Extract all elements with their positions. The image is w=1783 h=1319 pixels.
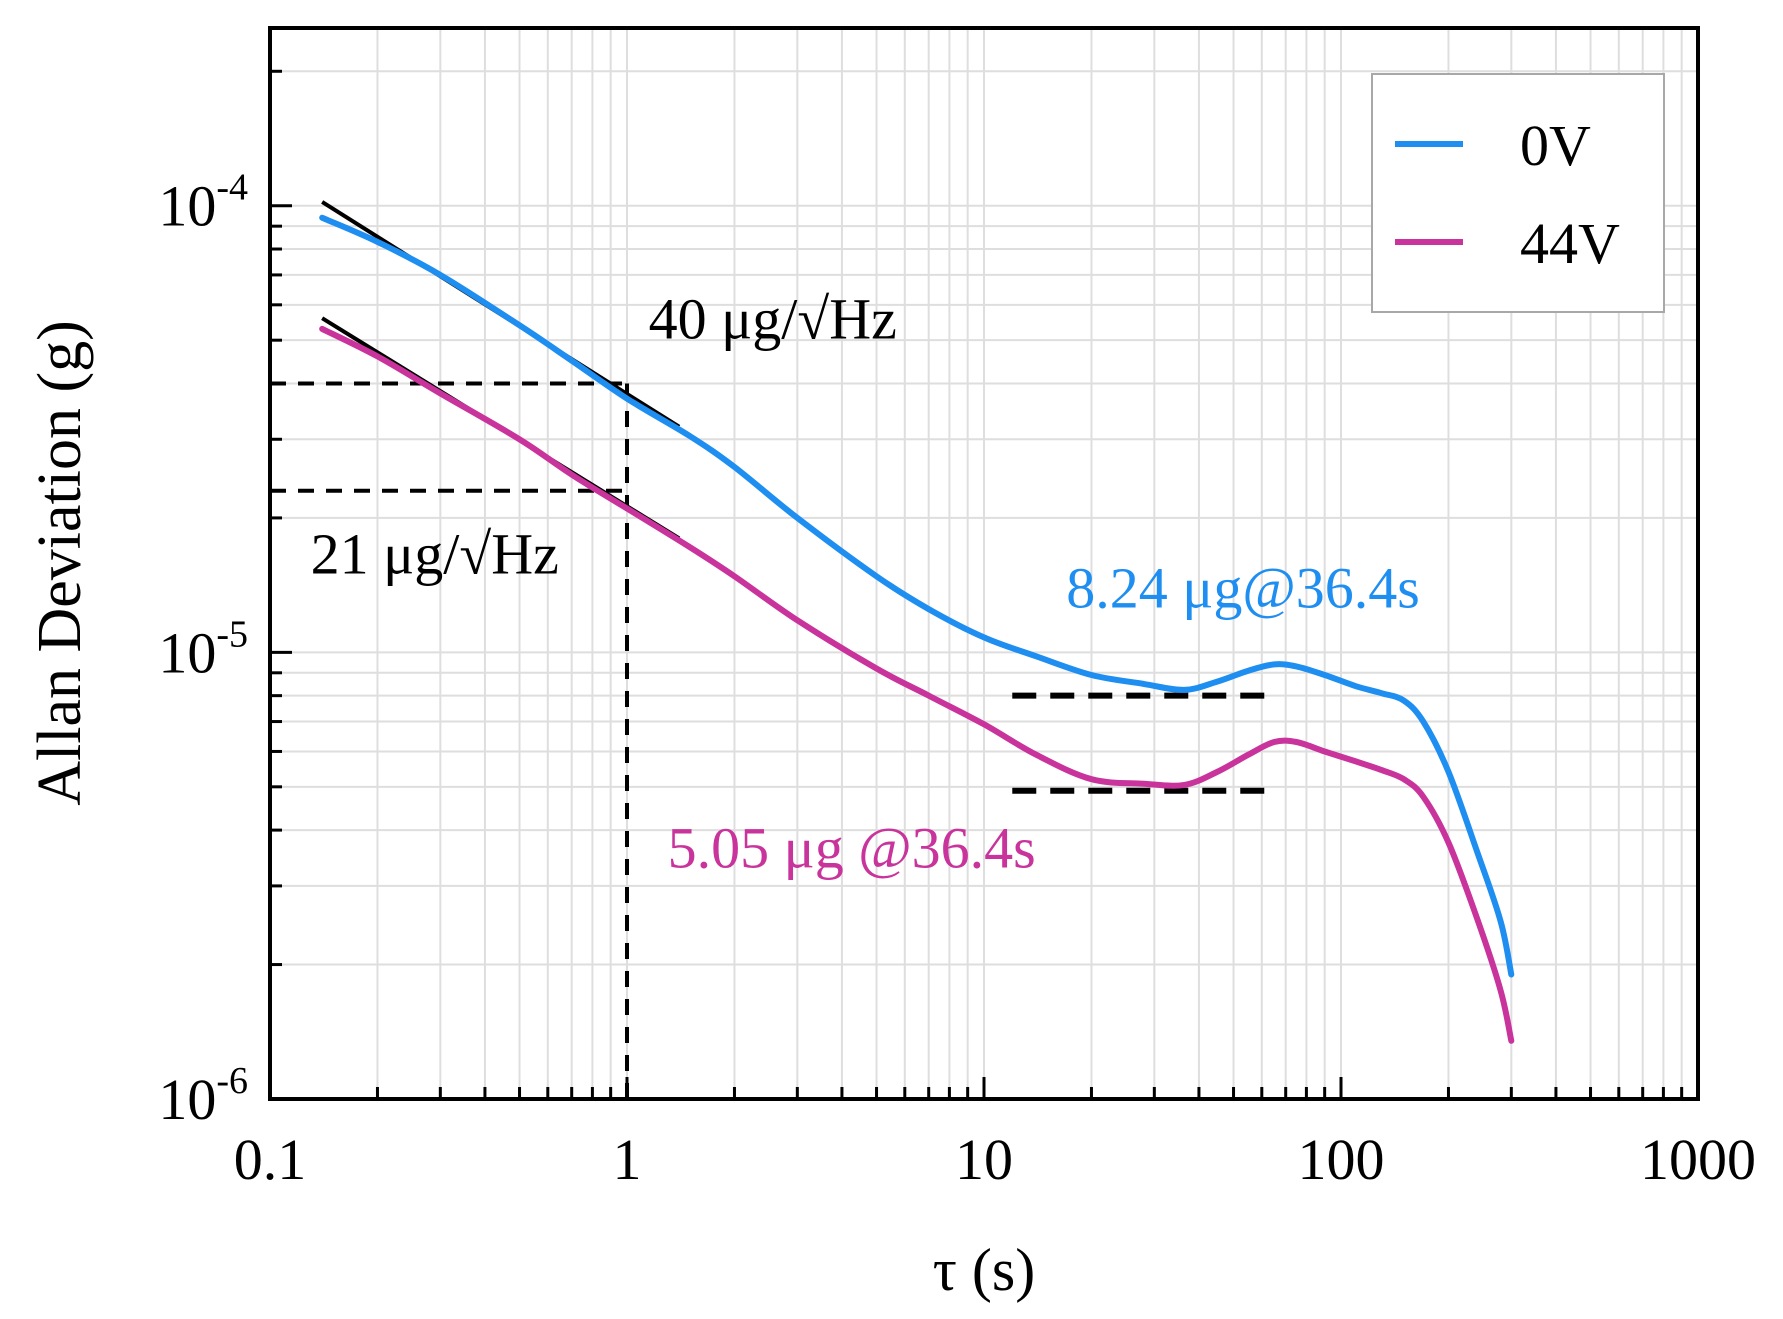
x-tick-label: 1000 bbox=[1640, 1127, 1756, 1192]
y-tick-label: 10-5 bbox=[158, 613, 248, 685]
annotation-label: 40 μg/√Hz bbox=[649, 286, 897, 351]
axis-ticks: 0.1 1 10 100 1000 10-6 10-5 10-4 bbox=[158, 69, 1756, 1192]
series-line-44v bbox=[319, 325, 1515, 1044]
annotation-label: 21 μg/√Hz bbox=[311, 522, 559, 587]
y-tick-label: 10-6 bbox=[158, 1060, 248, 1132]
legend: 0V 44V bbox=[1371, 73, 1665, 313]
annotation-label: 5.05 μg @36.4s bbox=[668, 815, 1036, 880]
annotation-label: 8.24 μg@36.4s bbox=[1066, 556, 1420, 621]
x-tick-label: 1 bbox=[613, 1127, 642, 1192]
series-lines bbox=[319, 214, 1515, 1044]
legend-box bbox=[1371, 73, 1665, 313]
x-tick-label: 10 bbox=[955, 1127, 1013, 1192]
x-axis-label: τ (s) bbox=[933, 1237, 1035, 1303]
series-line-0v bbox=[319, 214, 1515, 978]
x-tick-label: 0.1 bbox=[234, 1127, 307, 1192]
legend-label-44v: 44V bbox=[1520, 211, 1620, 276]
x-tick-label: 100 bbox=[1298, 1127, 1385, 1192]
y-tick-label: 10-4 bbox=[158, 167, 248, 239]
annotations: 40 μg/√Hz 21 μg/√Hz 8.24 μg@36.4s 5.05 μg @… bbox=[311, 286, 1420, 880]
y-axis-label: Allan Deviation (g) bbox=[26, 320, 94, 806]
legend-label-0v: 0V bbox=[1520, 113, 1591, 178]
